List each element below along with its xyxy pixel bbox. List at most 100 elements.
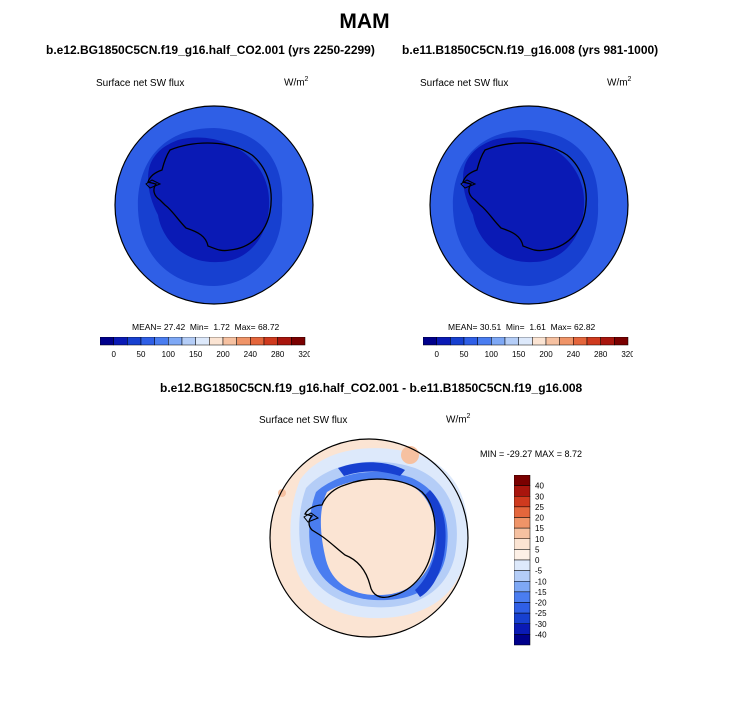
difference-colorbar-swatch (514, 602, 531, 614)
panel2-colorbar-swatch (491, 337, 506, 346)
difference-colorbar-tick-label: -10 (535, 577, 547, 586)
difference-colorbar-swatch (514, 475, 531, 486)
panel1-colorbar: 0 50 100 150 200 240 280 320 (100, 337, 310, 359)
panel1-colorbar-swatch (250, 337, 265, 346)
difference-colorbar-swatch (514, 591, 531, 603)
difference-peninsula (303, 512, 320, 523)
difference-colorbar-swatch (514, 496, 531, 508)
panel1-colorbar-swatch (263, 337, 278, 346)
panel1-colorbar-swatch (154, 337, 169, 346)
panel2-colorbar-tick-label: 50 (460, 350, 469, 359)
difference-colorbar-tick-label: -40 (535, 630, 547, 639)
panel2-colorbar-swatch (614, 337, 629, 346)
difference-colorbar-tick-label: 25 (535, 503, 544, 512)
difference-colorbar-tick-label: 40 (535, 482, 544, 491)
panel1-case-title: b.e12.BG1850C5CN.f19_g16.half_CO2.001 (y… (46, 43, 375, 57)
difference-colorbar-swatch (514, 517, 531, 529)
panel2-colorbar-tick-label: 150 (512, 350, 526, 359)
difference-colorbar-swatch (514, 549, 531, 561)
panel2-colorbar-swatch (504, 337, 519, 346)
panel2-map-border (429, 105, 629, 305)
difference-colorbar-tick-label: 0 (535, 556, 540, 565)
panel1-colorbar-swatch (209, 337, 224, 346)
panel1-units: W/m2 (284, 76, 309, 89)
panel2-colorbar-swatch (532, 337, 547, 346)
difference-colorbar-tick-label: -20 (535, 599, 547, 608)
difference-map-fill (270, 439, 468, 637)
panel1-colorbar-swatch (168, 337, 183, 346)
panel2-colorbar-tick-label: 240 (567, 350, 581, 359)
difference-variable-label: Surface net SW flux (259, 415, 348, 426)
panel2-colorbar-swatch (600, 337, 615, 346)
panel2-colorbar-tick-label: 280 (594, 350, 608, 359)
difference-colorbar-swatch (514, 559, 531, 571)
panel1-colorbar-tick-label: 240 (244, 350, 258, 359)
panel1-colorbar-swatch (195, 337, 210, 346)
panel1-colorbar-swatch (127, 337, 142, 346)
difference-units: W/m2 (446, 413, 471, 426)
difference-map-border (269, 438, 469, 638)
panel2-colorbar-tick-label: 0 (434, 350, 439, 359)
panel1-colorbar-tick-label: 100 (162, 350, 176, 359)
panel2-variable-label: Surface net SW flux (420, 78, 509, 89)
panel1-colorbar-tick-label: 150 (189, 350, 203, 359)
panel2-colorbar-tick-label: 320 (621, 350, 633, 359)
panel1-colorbar-swatch (236, 337, 251, 346)
panel1-antarctica-coastline (147, 142, 272, 252)
panel2-colorbar-tick-label: 100 (485, 350, 499, 359)
season-title: MAM (339, 10, 390, 33)
panel2-colorbar-swatch (450, 337, 465, 346)
panel2-colorbar-swatch (423, 337, 437, 346)
panel2-colorbar-swatch (518, 337, 533, 346)
panel1-colorbar-swatch (140, 337, 155, 346)
difference-colorbar-tick-label: -25 (535, 609, 547, 618)
panel1-colorbar-swatch (100, 337, 114, 346)
panel1-variable-label: Surface net SW flux (96, 78, 185, 89)
difference-minmax: MIN = -29.27 MAX = 8.72 (480, 449, 583, 459)
difference-colorbar-swatch (514, 570, 531, 582)
difference-colorbar-tick-label: -15 (535, 588, 547, 597)
difference-colorbar-tick-label: 10 (535, 535, 544, 544)
panel1-stats: MEAN= 27.42 Min= 1.72 Max= 68.72 (132, 322, 280, 332)
panel2-colorbar-swatch (545, 337, 560, 346)
panel1-colorbar-tick-label: 0 (111, 350, 116, 359)
panel2-stats: MEAN= 30.51 Min= 1.61 Max= 62.82 (448, 322, 596, 332)
panel2-colorbar-swatch (463, 337, 478, 346)
panel1-peninsula (145, 179, 162, 189)
panel1-colorbar-tick-label: 200 (216, 350, 230, 359)
panel2-colorbar-swatch (573, 337, 588, 346)
panel2-colorbar-swatch (477, 337, 492, 346)
panel1-colorbar-tick-label: 320 (298, 350, 310, 359)
panel1-colorbar-swatch (113, 337, 128, 346)
difference-title: b.e12.BG1850C5CN.f19_g16.half_CO2.001 - … (160, 381, 583, 395)
panel2-colorbar-swatch (586, 337, 601, 346)
panel2-colorbar-swatch (559, 337, 574, 346)
difference-antarctica-coastline (304, 478, 436, 599)
panel1-map-fill (115, 106, 313, 304)
panel2-colorbar-tick-label: 200 (539, 350, 553, 359)
difference-colorbar-tick-label: -30 (535, 620, 547, 629)
panel1-colorbar-swatch (291, 337, 306, 346)
panel2-units: W/m2 (607, 76, 632, 89)
panel2-map-fill (430, 106, 628, 304)
difference-colorbar-tick-label: -5 (535, 567, 543, 576)
difference-colorbar-swatch (514, 485, 531, 497)
difference-colorbar-swatch (514, 506, 531, 518)
difference-colorbar-tick-label: 20 (535, 514, 544, 523)
difference-colorbar-swatch (514, 612, 531, 624)
difference-colorbar-swatch (514, 538, 531, 550)
panel1-colorbar-swatch (181, 337, 196, 346)
difference-colorbar-swatch (514, 527, 531, 539)
panel1-colorbar-swatch (277, 337, 292, 346)
panel1-colorbar-swatch (222, 337, 237, 346)
panel2-antarctica-coastline (462, 142, 587, 252)
panel1-map-border (114, 105, 314, 305)
difference-colorbar-swatch (514, 581, 531, 593)
panel2-case-title: b.e11.B1850C5CN.f19_g16.008 (yrs 981-100… (402, 43, 659, 57)
panel2-peninsula (460, 179, 477, 189)
difference-colorbar-tick-label: 5 (535, 545, 540, 554)
panel2-colorbar-swatch (436, 337, 451, 346)
